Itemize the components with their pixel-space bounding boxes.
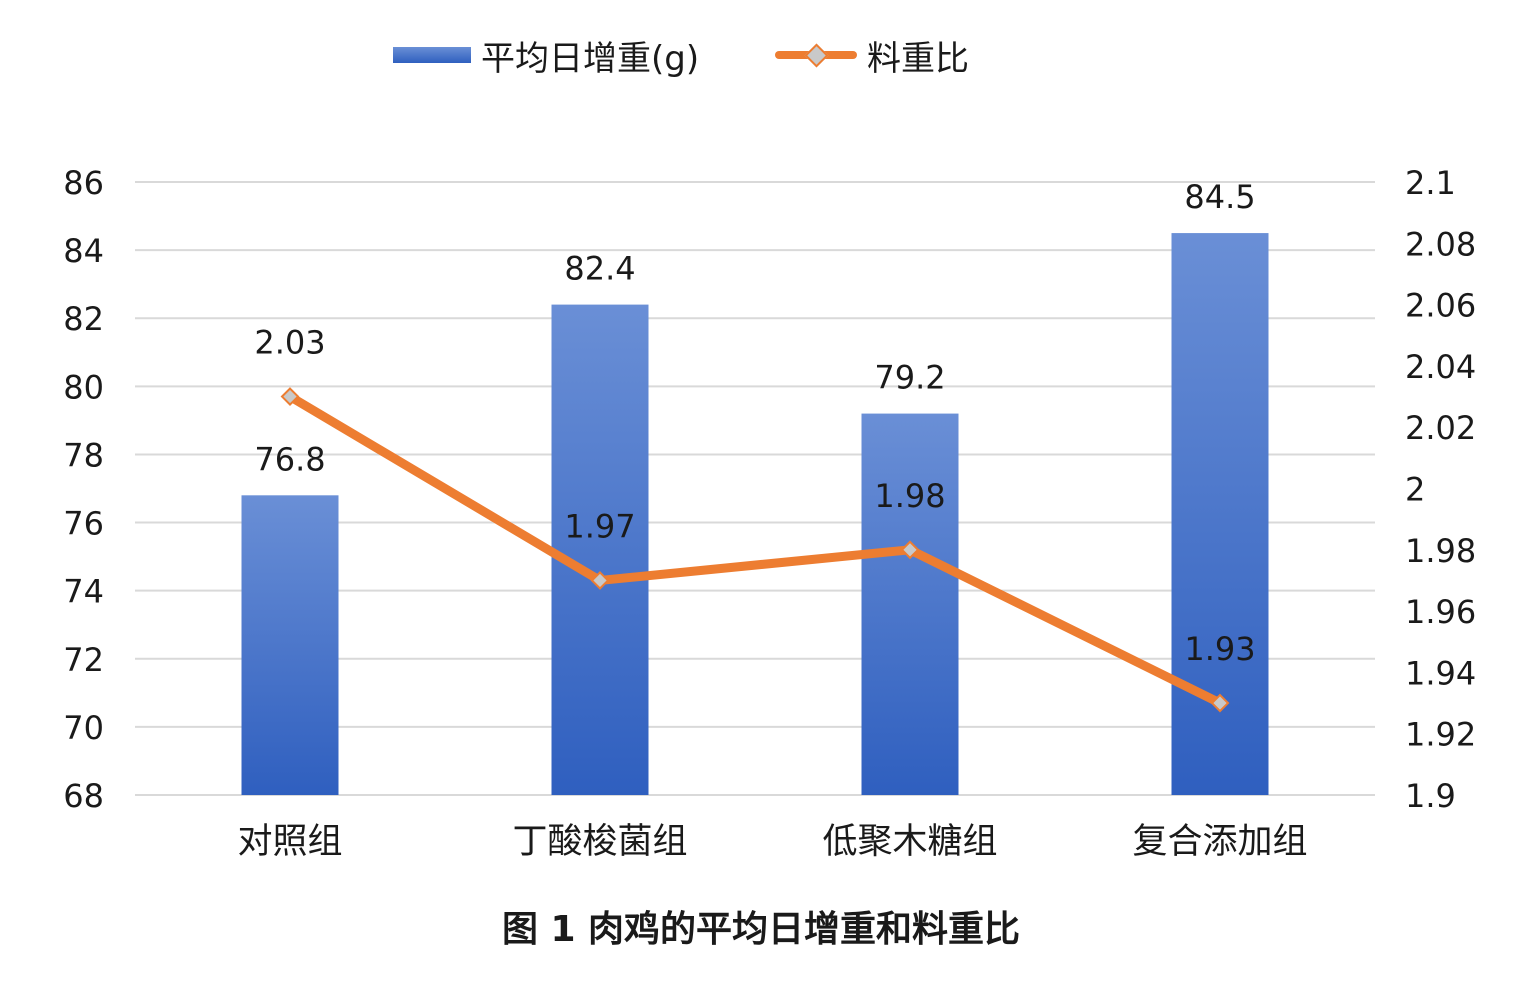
line-point-marker [590,571,610,590]
line-data-label: 1.93 [1184,630,1255,668]
y-right-tick-label: 2 [1405,471,1425,509]
y-left-tick-label: 78 [63,436,104,474]
line-point-marker [900,540,920,560]
chart-legend: 平均日增重(g) 料重比 [0,30,1522,80]
y-right-tick-label: 2.08 [1405,225,1476,263]
y-left-tick-label: 82 [63,300,104,338]
legend-bar-swatch [393,47,471,63]
y-right-tick-label: 2.06 [1405,287,1476,325]
line-series-path [285,392,1225,708]
y-left-tick-label: 68 [63,777,104,815]
y-right-tick-label: 1.98 [1405,532,1476,570]
y-right-tick-label: 1.92 [1405,716,1476,754]
bar-data-label: 76.8 [254,440,325,478]
line-point-marker [1210,693,1230,713]
y-right-tick-label: 1.9 [1405,777,1456,815]
y-left-tick-label: 84 [63,232,104,270]
legend-line-swatch [775,30,857,80]
bar [241,495,339,795]
bar-data-label: 82.4 [564,250,635,288]
x-category-label: 丁酸梭菌组 [512,822,687,862]
line-point-marker [280,387,300,406]
x-category-label: 对照组 [237,822,342,862]
bar [551,304,649,795]
y-left-tick-label: 86 [63,164,104,202]
line-data-label: 1.97 [564,507,635,545]
y-right-tick-label: 2.02 [1405,409,1476,447]
y-right-tick-label: 1.96 [1405,593,1476,631]
bar-data-label: 79.2 [874,359,945,397]
legend-item-line: 料重比 [775,30,969,80]
y-left-tick-label: 70 [63,709,104,747]
y-left-tick-label: 76 [63,505,104,543]
x-category-label: 复合添加组 [1132,822,1307,862]
y-right-tick-label: 1.94 [1405,654,1476,692]
chart-caption: 图 1 肉鸡的平均日增重和料重比 [501,909,1021,950]
bar [861,413,959,795]
y-right-tick-label: 2.1 [1405,164,1456,202]
line-data-label: 1.98 [874,477,945,515]
x-category-label: 低聚木糖组 [822,822,997,862]
legend-item-bar: 平均日增重(g) [393,30,699,80]
y-left-tick-label: 80 [63,368,104,406]
legend-line-label: 料重比 [867,38,969,79]
legend-bar-label: 平均日增重(g) [481,38,700,79]
bar-data-label: 84.5 [1184,178,1255,216]
y-right-tick-label: 2.04 [1405,348,1476,386]
line-data-label: 2.03 [254,324,325,362]
y-left-tick-label: 72 [63,641,104,679]
y-left-tick-label: 74 [63,573,104,611]
